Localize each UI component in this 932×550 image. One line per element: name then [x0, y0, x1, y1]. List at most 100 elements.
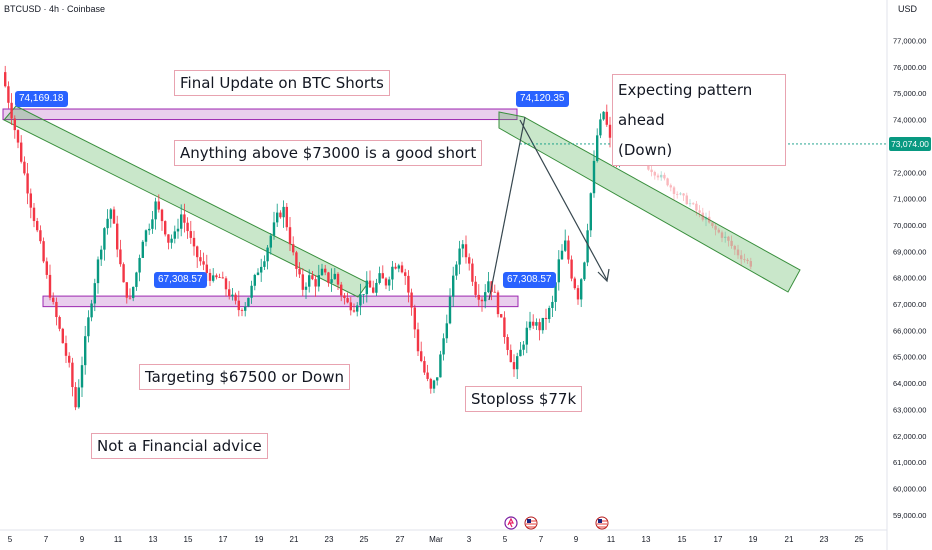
candle-body: [317, 275, 320, 287]
candle: [602, 111, 605, 121]
candle-body: [106, 218, 109, 229]
candle-body: [20, 142, 23, 162]
candle: [388, 276, 391, 291]
candle: [484, 284, 487, 309]
candle: [292, 236, 295, 256]
candle-body: [151, 219, 154, 229]
candle-body: [266, 247, 269, 262]
projection-arrowhead: [597, 268, 610, 283]
candle: [724, 231, 727, 243]
candle: [717, 227, 720, 234]
candle: [583, 261, 586, 282]
candle: [39, 225, 42, 244]
x-tick-label: 13: [149, 535, 158, 544]
candle-body: [13, 118, 16, 131]
candle-body: [480, 299, 484, 302]
candle: [327, 271, 330, 287]
candle-body: [525, 327, 528, 345]
candle-body: [231, 294, 234, 297]
candle: [308, 269, 311, 293]
candle: [375, 278, 378, 297]
us-flag-icon[interactable]: [524, 516, 538, 530]
candle: [132, 286, 135, 302]
candle: [196, 245, 199, 268]
candle: [349, 296, 352, 316]
candle: [87, 310, 90, 343]
event-icon[interactable]: [504, 516, 518, 530]
candle-body: [688, 203, 692, 205]
candle-body: [132, 286, 135, 299]
x-tick-label: 13: [642, 535, 651, 544]
candle: [253, 273, 256, 291]
candle-body: [196, 246, 199, 258]
candle: [653, 170, 656, 180]
candle: [749, 257, 752, 270]
candle: [157, 194, 160, 213]
y-tick-label: 62,000.00: [893, 432, 926, 441]
candle: [522, 340, 525, 356]
candle-body: [148, 228, 151, 231]
currency-label: USD: [898, 4, 918, 14]
candle: [336, 272, 340, 290]
candle-body: [327, 272, 330, 283]
candle-body: [128, 297, 132, 299]
candle-body: [260, 266, 263, 273]
candle-body: [183, 214, 186, 223]
x-tick-label: 15: [184, 535, 193, 544]
candle-body: [352, 310, 356, 312]
candle-body: [516, 356, 519, 370]
axis-icons: [504, 516, 609, 530]
candle: [343, 292, 346, 305]
candle-body: [519, 349, 522, 357]
candle-body: [720, 232, 724, 238]
candle: [589, 192, 592, 237]
us-flag-icon[interactable]: [595, 516, 609, 530]
candle: [650, 164, 653, 177]
x-tick-label: 27: [396, 535, 405, 544]
candle-body: [84, 336, 87, 366]
y-tick-label: 75,000.00: [893, 89, 926, 98]
candle: [93, 278, 96, 312]
candle: [688, 199, 692, 207]
candle: [356, 302, 359, 317]
candle-body: [468, 257, 471, 264]
candle: [580, 278, 583, 308]
candle: [519, 341, 522, 357]
candle-body: [692, 203, 695, 205]
y-tick-label: 63,000.00: [893, 405, 926, 414]
candle: [362, 294, 365, 304]
candle-body: [48, 274, 52, 298]
candle-body: [349, 302, 352, 311]
candle-body: [416, 329, 420, 352]
candle-body: [532, 321, 535, 326]
candle-body: [589, 193, 592, 231]
x-tick-label: 17: [219, 535, 228, 544]
candle-body: [541, 317, 544, 331]
candle: [672, 185, 676, 201]
candle: [708, 210, 711, 224]
candle: [535, 318, 538, 330]
candle-body: [522, 344, 525, 350]
candle-body: [359, 294, 362, 306]
candle: [74, 382, 77, 411]
candle: [148, 223, 151, 235]
candle-body: [32, 207, 36, 222]
candle-body: [474, 281, 477, 295]
candle-body: [221, 277, 224, 279]
y-tick-label: 64,000.00: [893, 379, 926, 388]
candle-body: [583, 262, 586, 280]
candle: [42, 237, 45, 264]
candle: [100, 245, 103, 266]
candle-body: [660, 174, 663, 178]
candle-body: [215, 275, 218, 278]
candle-body: [442, 338, 445, 355]
x-tick-label: 11: [607, 535, 616, 544]
candle: [548, 305, 551, 323]
x-tick-label: 5: [8, 535, 13, 544]
candle: [221, 271, 224, 279]
candle: [570, 255, 573, 282]
arrow-layer: [488, 116, 610, 301]
candle: [372, 280, 375, 294]
